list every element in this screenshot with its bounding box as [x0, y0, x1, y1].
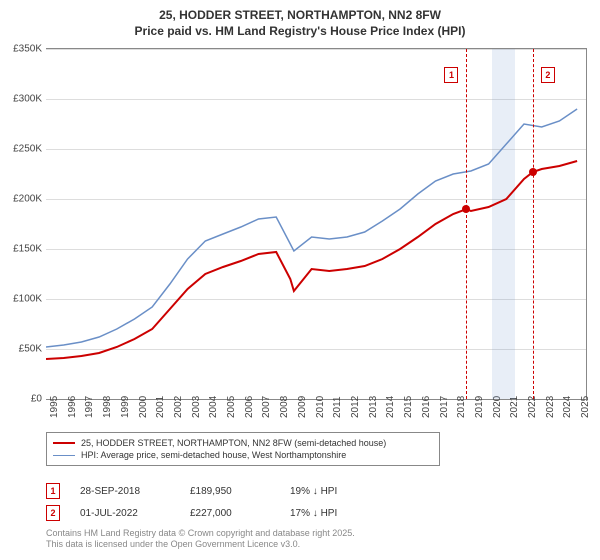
x-axis-tick: 1997	[84, 396, 95, 418]
sale-point-marker	[529, 168, 537, 176]
x-axis-tick: 2017	[439, 396, 450, 418]
x-axis-tick: 2016	[421, 396, 432, 418]
x-axis-tick: 2013	[368, 396, 379, 418]
y-axis-tick: £150K	[0, 244, 42, 255]
marker-label-box: 1	[444, 67, 458, 83]
marker-vertical-line	[466, 49, 467, 399]
detail-marker-box: 1	[46, 483, 60, 499]
y-axis-tick: £300K	[0, 94, 42, 105]
y-axis-tick: £100K	[0, 294, 42, 305]
x-axis-tick: 2014	[385, 396, 396, 418]
marker-label-box: 2	[541, 67, 555, 83]
data-attribution: Contains HM Land Registry data © Crown c…	[46, 528, 355, 550]
x-axis-tick: 2022	[527, 396, 538, 418]
detail-delta: 17% ↓ HPI	[290, 508, 337, 519]
chart-svg	[46, 49, 586, 399]
detail-row: 2 01-JUL-2022 £227,000 17% ↓ HPI	[46, 502, 337, 524]
x-axis-tick: 2007	[261, 396, 272, 418]
x-axis-tick: 2009	[297, 396, 308, 418]
chart-legend: 25, HODDER STREET, NORTHAMPTON, NN2 8FW …	[46, 432, 440, 466]
legend-label: HPI: Average price, semi-detached house,…	[81, 450, 346, 460]
detail-date: 28-SEP-2018	[80, 486, 170, 497]
x-axis-tick: 2021	[509, 396, 520, 418]
x-axis-tick: 2018	[456, 396, 467, 418]
x-axis-tick: 2001	[155, 396, 166, 418]
x-axis-tick: 2000	[138, 396, 149, 418]
series-line-price_paid	[46, 161, 577, 359]
detail-date: 01-JUL-2022	[80, 508, 170, 519]
y-axis-tick: £200K	[0, 194, 42, 205]
legend-row: 25, HODDER STREET, NORTHAMPTON, NN2 8FW …	[53, 437, 433, 449]
x-axis-tick: 2012	[350, 396, 361, 418]
footer-line-2: This data is licensed under the Open Gov…	[46, 539, 355, 550]
legend-swatch	[53, 455, 75, 456]
x-axis-tick: 1998	[102, 396, 113, 418]
x-axis-tick: 2019	[474, 396, 485, 418]
detail-marker-box: 2	[46, 505, 60, 521]
x-axis-tick: 2008	[279, 396, 290, 418]
detail-delta: 19% ↓ HPI	[290, 486, 337, 497]
legend-row: HPI: Average price, semi-detached house,…	[53, 449, 433, 461]
footer-line-1: Contains HM Land Registry data © Crown c…	[46, 528, 355, 539]
x-axis-tick: 1996	[67, 396, 78, 418]
y-axis-tick: £0	[0, 394, 42, 405]
sale-details: 1 28-SEP-2018 £189,950 19% ↓ HPI 2 01-JUL-202…	[46, 480, 337, 524]
sale-point-marker	[462, 205, 470, 213]
x-axis-tick: 2011	[332, 396, 343, 418]
detail-price: £189,950	[190, 486, 270, 497]
series-line-hpi	[46, 109, 577, 347]
x-axis-tick: 2010	[315, 396, 326, 418]
x-axis-tick: 2020	[492, 396, 503, 418]
marker-vertical-line	[533, 49, 534, 399]
y-axis-tick: £50K	[0, 344, 42, 355]
x-axis-tick: 2006	[244, 396, 255, 418]
chart-plot-area: £0£50K£100K£150K£200K£250K£300K£350K1995…	[46, 48, 587, 400]
legend-swatch	[53, 442, 75, 444]
x-axis-tick: 2023	[545, 396, 556, 418]
x-axis-tick: 2024	[562, 396, 573, 418]
x-axis-tick: 2003	[191, 396, 202, 418]
x-axis-tick: 1999	[120, 396, 131, 418]
detail-row: 1 28-SEP-2018 £189,950 19% ↓ HPI	[46, 480, 337, 502]
x-axis-tick: 1995	[49, 396, 60, 418]
x-axis-tick: 2004	[208, 396, 219, 418]
title-line-1: 25, HODDER STREET, NORTHAMPTON, NN2 8FW	[0, 8, 600, 24]
legend-label: 25, HODDER STREET, NORTHAMPTON, NN2 8FW …	[81, 438, 386, 448]
y-axis-tick: £250K	[0, 144, 42, 155]
x-axis-tick: 2025	[580, 396, 591, 418]
x-axis-tick: 2002	[173, 396, 184, 418]
y-axis-tick: £350K	[0, 44, 42, 55]
x-axis-tick: 2015	[403, 396, 414, 418]
x-axis-tick: 2005	[226, 396, 237, 418]
detail-price: £227,000	[190, 508, 270, 519]
chart-title: 25, HODDER STREET, NORTHAMPTON, NN2 8FW …	[0, 0, 600, 39]
title-line-2: Price paid vs. HM Land Registry's House …	[0, 24, 600, 40]
